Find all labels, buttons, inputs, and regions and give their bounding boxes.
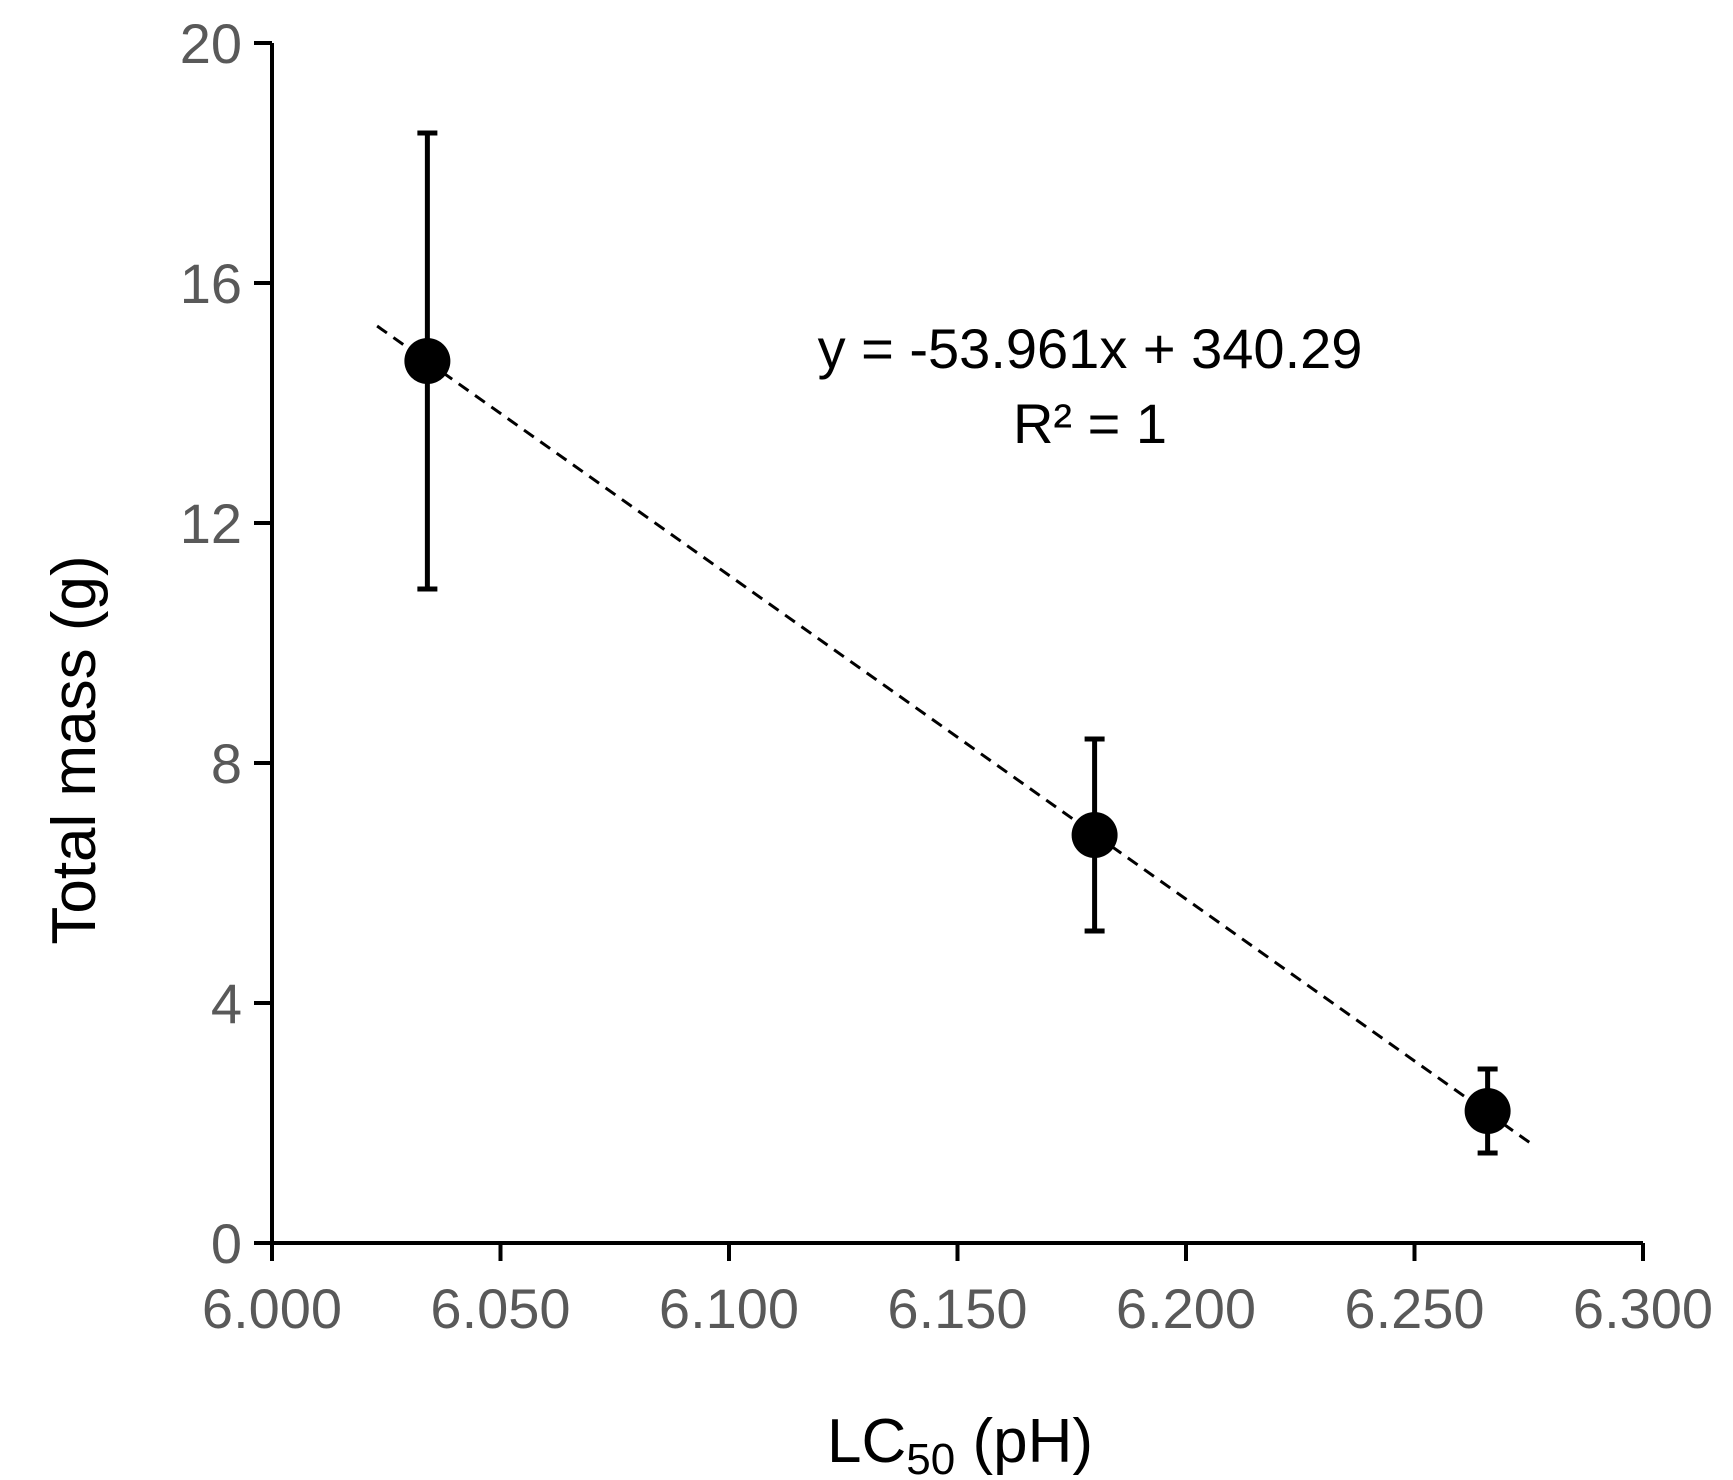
x-axis-title-rest: (pH) [955, 1407, 1093, 1476]
x-axis-title-main: LC [827, 1407, 906, 1476]
x-axis-title: LC50 (pH) [827, 1407, 1093, 1480]
x-tick-label: 6.300 [1573, 1277, 1713, 1340]
trendline [376, 324, 1535, 1147]
data-point [1071, 812, 1118, 858]
x-tick-label: 6.100 [659, 1277, 799, 1340]
y-tick-label: 8 [211, 732, 242, 795]
y-tick-label: 0 [211, 1212, 242, 1275]
ticks: 0 4 8 12 16 20 6.000 6.050 6.100 6.150 6.200 6.250 6… [180, 12, 1713, 1340]
y-tick-label: 20 [180, 12, 242, 75]
x-tick-label: 6.050 [430, 1277, 570, 1340]
x-tick-label: 6.150 [887, 1277, 1027, 1340]
points-group [404, 130, 1511, 1156]
x-axis-title-subscript: 50 [906, 1435, 955, 1480]
y-tick-label: 12 [180, 492, 242, 555]
x-tick-label: 6.200 [1116, 1277, 1256, 1340]
trendline-group [376, 324, 1535, 1147]
data-point [404, 338, 451, 384]
x-tick-label: 6.000 [202, 1277, 342, 1340]
y-tick-label: 16 [180, 252, 242, 315]
x-tick-label: 6.250 [1344, 1277, 1484, 1340]
r-squared-label: R² = 1 [1013, 392, 1167, 455]
data-point [1464, 1088, 1511, 1134]
trendline-equation: y = -53.961x + 340.29 [818, 317, 1363, 380]
y-tick-label: 4 [211, 972, 242, 1035]
y-axis-title: Total mass (g) [40, 555, 109, 944]
axes [270, 43, 1643, 1245]
